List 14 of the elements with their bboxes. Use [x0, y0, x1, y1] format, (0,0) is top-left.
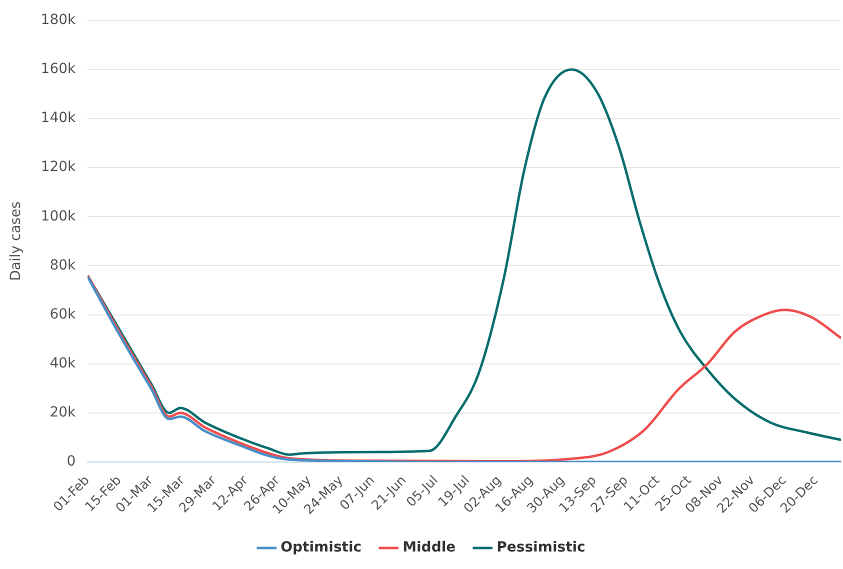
y-tick-label: 60k — [50, 306, 77, 322]
y-axis-title: Daily cases — [8, 201, 24, 281]
y-tick-label: 140k — [40, 110, 77, 126]
legend-label: Pessimistic — [496, 540, 586, 556]
y-tick-label: 180k — [40, 12, 77, 28]
y-tick-label: 160k — [40, 61, 77, 78]
legend-label: Optimistic — [280, 540, 362, 556]
y-tick-label: 40k — [50, 355, 77, 372]
legend-label: Middle — [402, 540, 456, 556]
y-tick-label: 20k — [50, 404, 77, 421]
y-tick-label: 80k — [50, 257, 77, 274]
y-tick-label: 100k — [40, 208, 77, 224]
y-tick-label: 0 — [66, 454, 76, 470]
y-tick-label: 120k — [40, 159, 77, 176]
